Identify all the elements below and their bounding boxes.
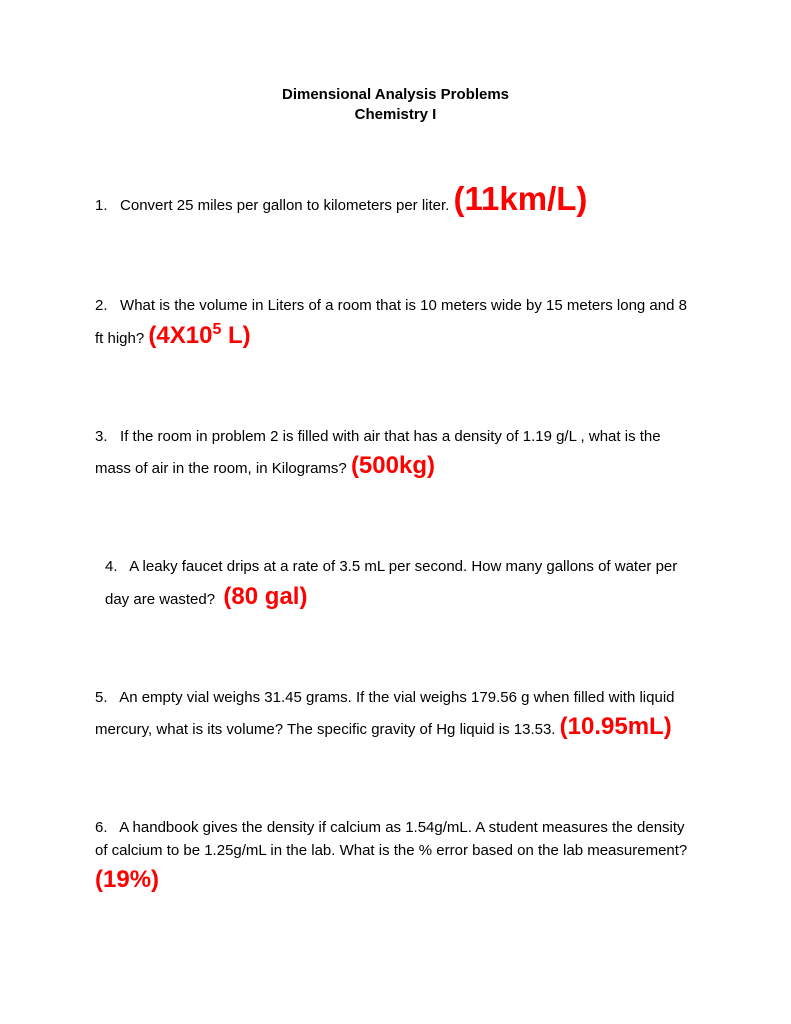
problem-answer: (4X105 L): [148, 322, 250, 349]
document-header: Dimensional Analysis Problems Chemistry …: [95, 85, 696, 126]
problem-number: 1.: [95, 197, 108, 214]
problem-number: 2.: [95, 297, 108, 314]
problem-number: 4.: [105, 558, 118, 575]
header-line-1: Dimensional Analysis Problems: [95, 85, 696, 105]
problem-answer: (500kg): [351, 452, 435, 479]
problem-answer: (11km/L): [454, 180, 588, 217]
problem-1: 1. Convert 25 miles per gallon to kilome…: [95, 174, 696, 224]
problem-4: 4. A leaky faucet drips at a rate of 3.5…: [95, 556, 696, 615]
problem-6: 6. A handbook gives the density if calci…: [95, 817, 696, 898]
problem-answer: (10.95mL): [560, 713, 672, 740]
problem-5: 5. An empty vial weighs 31.45 grams. If …: [95, 687, 696, 746]
problem-text: A leaky faucet drips at a rate of 3.5 mL…: [105, 558, 677, 608]
header-line-2: Chemistry I: [95, 105, 696, 125]
problem-text: A handbook gives the density if calcium …: [95, 819, 687, 859]
problem-text: Convert 25 miles per gallon to kilometer…: [120, 197, 449, 214]
problem-2: 2. What is the volume in Liters of a roo…: [95, 295, 696, 354]
problem-number: 5.: [95, 689, 108, 706]
problem-3: 3. If the room in problem 2 is filled wi…: [95, 426, 696, 485]
problem-answer: (19%): [95, 866, 159, 893]
problem-answer: (80 gal): [223, 583, 307, 610]
problem-number: 6.: [95, 819, 108, 836]
problem-number: 3.: [95, 428, 108, 445]
